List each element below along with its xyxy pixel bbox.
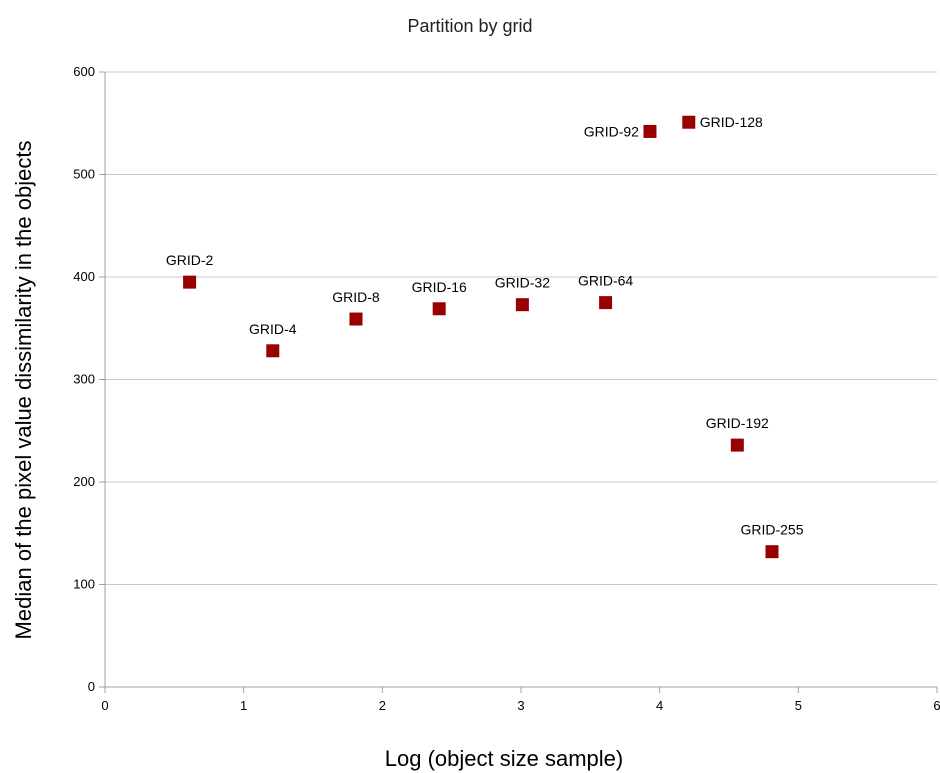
x-tick-label: 5: [795, 698, 802, 713]
data-label-grid-64: GRID-64: [578, 273, 633, 289]
data-point-grid-16: [432, 302, 446, 316]
x-tick-label: 2: [379, 698, 386, 713]
data-point-grid-32: [515, 298, 529, 312]
data-point-grid-255: [765, 545, 779, 559]
data-point-grid-4: [266, 344, 280, 358]
y-tick-label: 500: [73, 167, 95, 182]
data-label-grid-255: GRID-255: [740, 522, 803, 538]
data-point-grid-192: [730, 438, 744, 452]
y-axis-title: Median of the pixel value dissimilarity …: [11, 141, 36, 640]
tick-labels: 0 100 200 300 400 500 600 0 1 2 3 4 5 6: [73, 64, 940, 713]
axis-layer: [99, 71, 938, 693]
x-axis-title: Log (object size sample): [385, 746, 623, 771]
x-tick-label: 3: [517, 698, 524, 713]
data-point-grid-92: [643, 124, 657, 138]
data-point-grid-8: [349, 312, 363, 326]
grid-layer: [105, 71, 937, 585]
data-point-grid-2: [183, 275, 197, 289]
data-point-grid-64: [599, 296, 613, 310]
y-tick-label: 600: [73, 64, 95, 79]
data-label-grid-4: GRID-4: [249, 321, 297, 337]
data-label-grid-2: GRID-2: [166, 252, 214, 268]
data-label-grid-32: GRID-32: [495, 275, 550, 291]
data-label-grid-192: GRID-192: [706, 415, 769, 431]
x-tick-label: 1: [240, 698, 247, 713]
y-tick-label: 100: [73, 577, 95, 592]
x-tick-label: 4: [656, 698, 663, 713]
y-tick-label: 200: [73, 474, 95, 489]
y-tick-label: 400: [73, 269, 95, 284]
y-tick-label: 300: [73, 372, 95, 387]
y-tick-label: 0: [88, 679, 95, 694]
data-label-grid-8: GRID-8: [332, 289, 380, 305]
data-point-grid-128: [682, 115, 696, 129]
x-tick-label: 0: [101, 698, 108, 713]
chart-title: Partition by grid: [407, 16, 532, 36]
data-label-grid-128: GRID-128: [700, 114, 763, 130]
data-label-grid-16: GRID-16: [412, 279, 467, 295]
data-labels: GRID-2 GRID-4 GRID-8 GRID-16 GRID-32 GRID-64 G…: [166, 114, 804, 537]
data-points: [183, 115, 779, 559]
x-tick-label: 6: [933, 698, 940, 713]
data-label-grid-92: GRID-92: [584, 123, 639, 139]
